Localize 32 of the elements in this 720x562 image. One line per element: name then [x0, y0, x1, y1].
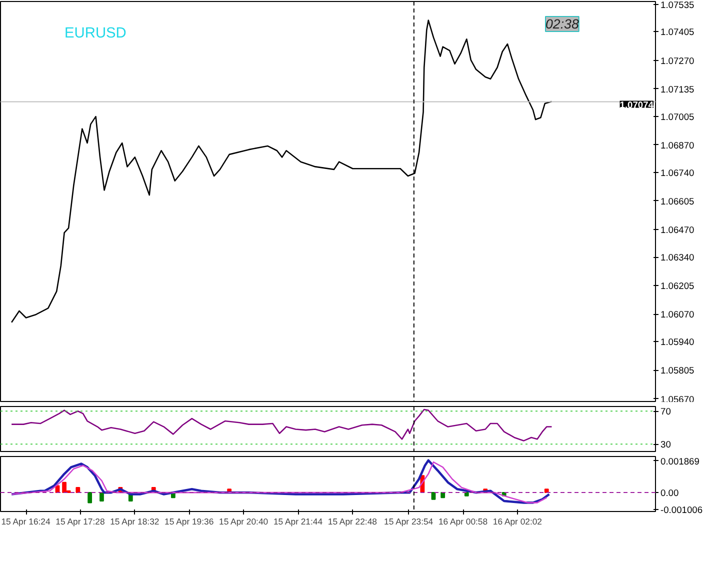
y-tick-label: -0.001006 — [660, 505, 703, 516]
y-tick-label: 1.07005 — [660, 112, 694, 122]
y-tick-label: 1.06605 — [660, 196, 694, 206]
ref-line-label: 1.07074 — [620, 100, 654, 110]
y-tick-label: 0.00 — [660, 488, 679, 498]
x-tick-label: 16 Apr 02:02 — [492, 516, 542, 526]
y-tick-label: 1.06340 — [660, 252, 694, 263]
x-tick-label: 15 Apr 23:54 — [384, 516, 434, 526]
y-tick-label: 1.05940 — [660, 337, 694, 348]
y-tick-label: 1.06205 — [660, 281, 694, 292]
text: EURUSD — [64, 26, 126, 42]
x-tick-label: 15 Apr 16:24 — [1, 516, 51, 526]
x-tick-label: 15 Apr 21:44 — [273, 516, 323, 526]
y-tick-label: 70 — [660, 406, 671, 417]
y-tick-label: 1.05670 — [660, 394, 694, 404]
x-tick-label: 16 Apr 00:58 — [438, 516, 488, 526]
y-tick-label: 1.06870 — [660, 140, 694, 150]
y-tick-label: 1.07535 — [660, 0, 694, 10]
y-tick-label: 1.07405 — [660, 27, 694, 38]
x-tick-label: 15 Apr 22:48 — [328, 516, 378, 526]
x-tick-label: 15 Apr 19:36 — [164, 516, 214, 526]
x-tick-label: 15 Apr 18:32 — [110, 516, 160, 526]
y-tick-label: 1.06740 — [660, 168, 694, 178]
y-tick-label: 1.07135 — [660, 84, 694, 94]
y-tick-label: 1.07270 — [660, 56, 694, 66]
x-tick-label: 15 Apr 17:28 — [56, 516, 105, 526]
y-tick-label: 0.001869 — [660, 456, 700, 466]
y-tick-label: 1.05805 — [660, 366, 694, 376]
y-tick-label: 30 — [660, 440, 671, 450]
x-tick-label: 15 Apr 20:40 — [219, 516, 268, 526]
y-tick-label: 1.06470 — [660, 225, 694, 236]
y-tick-label: 1.06070 — [660, 310, 694, 320]
